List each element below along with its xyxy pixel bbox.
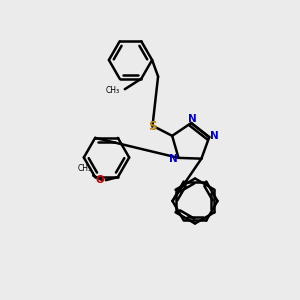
Text: N: N — [210, 130, 219, 141]
Text: O: O — [96, 175, 104, 185]
Text: S: S — [148, 120, 157, 133]
Text: N: N — [169, 154, 178, 164]
Text: CH₃: CH₃ — [78, 164, 92, 173]
Text: N: N — [188, 113, 197, 124]
Text: CH₃: CH₃ — [105, 86, 119, 95]
